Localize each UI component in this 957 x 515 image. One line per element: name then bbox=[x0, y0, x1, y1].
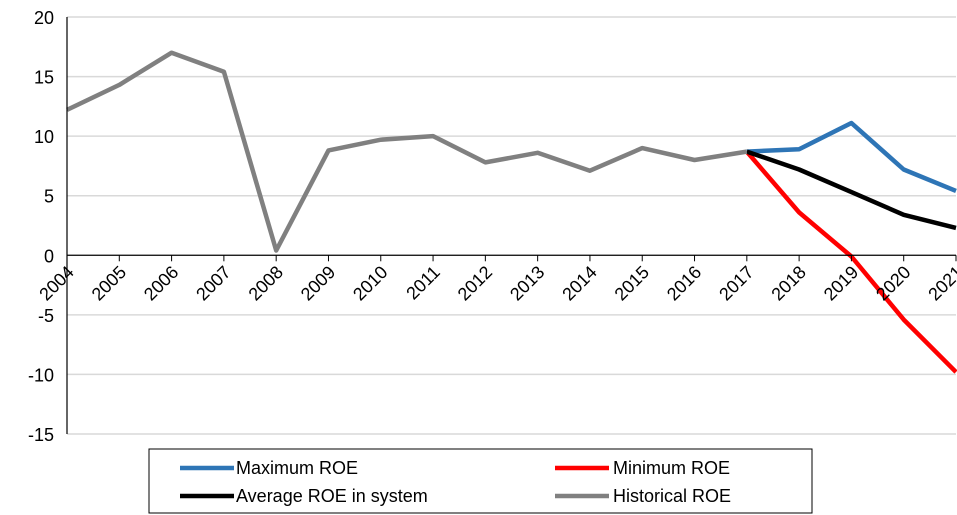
x-tick-label: 2016 bbox=[663, 262, 705, 304]
x-tick-label: 2015 bbox=[611, 262, 653, 304]
x-tick-label: 2018 bbox=[767, 262, 809, 304]
y-tick-label: 10 bbox=[34, 127, 54, 147]
y-tick-label: -15 bbox=[28, 425, 54, 445]
series-line-average-roe-in-system bbox=[746, 149, 957, 231]
x-tick-label: 2014 bbox=[558, 262, 600, 304]
y-tick-label: 15 bbox=[34, 68, 54, 88]
x-tick-label: 2017 bbox=[715, 262, 757, 304]
y-tick-label: 5 bbox=[44, 187, 54, 207]
legend-label: Historical ROE bbox=[613, 486, 731, 506]
y-tick-label: -10 bbox=[28, 365, 54, 385]
legend-label: Maximum ROE bbox=[236, 458, 358, 478]
legend-label: Average ROE in system bbox=[236, 486, 428, 506]
x-tick-label: 2007 bbox=[192, 262, 234, 304]
x-tick-label: 2005 bbox=[88, 262, 130, 304]
x-tick-label: 2020 bbox=[872, 262, 914, 304]
gridlines bbox=[67, 16, 956, 435]
x-tick-label: 2008 bbox=[245, 262, 287, 304]
series-lines bbox=[66, 50, 957, 374]
legend: Maximum ROE Minimum ROE Average ROE in sys… bbox=[148, 448, 813, 514]
series-line-historical-roe bbox=[66, 50, 748, 253]
y-tick-label: 20 bbox=[34, 8, 54, 28]
legend-box bbox=[148, 448, 813, 514]
y-tick-label: 0 bbox=[44, 246, 54, 266]
x-tick-label: 2013 bbox=[506, 262, 548, 304]
x-tick-label: 2012 bbox=[454, 262, 496, 304]
x-tick-label: 2011 bbox=[402, 262, 444, 304]
x-tick-label: 2019 bbox=[820, 262, 862, 304]
x-tick-label: 2004 bbox=[35, 262, 77, 304]
legend-label: Minimum ROE bbox=[613, 458, 730, 478]
y-tick-label: -5 bbox=[38, 306, 54, 326]
x-tick-label: 2010 bbox=[349, 262, 391, 304]
series-line-maximum-roe bbox=[746, 120, 957, 193]
x-tick-label: 2021 bbox=[924, 262, 957, 304]
x-tick-label: 2006 bbox=[140, 262, 182, 304]
series-line-minimum-roe bbox=[745, 150, 957, 374]
x-tick-label: 2009 bbox=[297, 262, 339, 304]
